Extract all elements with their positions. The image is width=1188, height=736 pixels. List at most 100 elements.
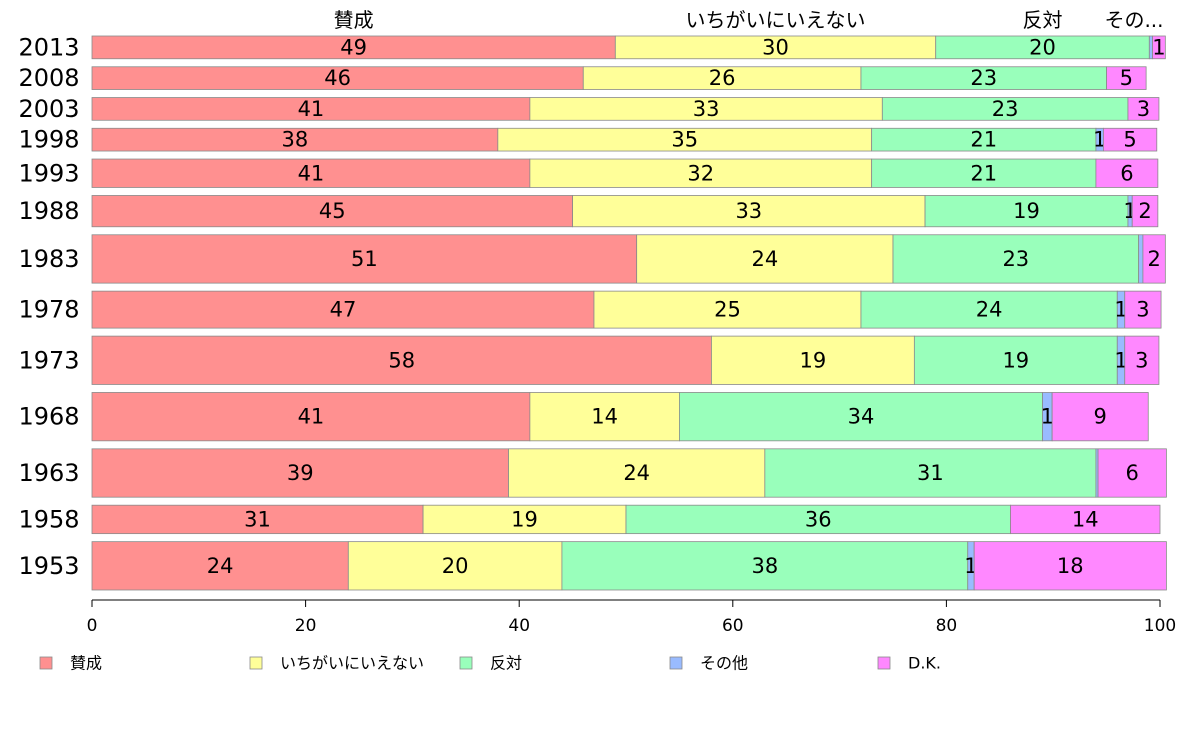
value-label-1973-1: 19 xyxy=(800,348,827,372)
bar-segment-1958-2 xyxy=(625,504,1011,535)
value-label-1953-4: 18 xyxy=(1057,554,1084,578)
value-label-1998-1: 35 xyxy=(671,128,698,152)
year-label-1973: 1973 xyxy=(18,346,79,374)
legend-swatch-0 xyxy=(39,656,53,670)
value-label-1963-1: 24 xyxy=(623,461,650,485)
year-label-1953: 1953 xyxy=(18,552,79,580)
value-label-1983-1: 24 xyxy=(751,247,778,271)
bar-segment-1968-0 xyxy=(91,392,531,442)
bar-segment-1983-1 xyxy=(636,234,894,284)
value-label-1953-2: 38 xyxy=(751,554,778,578)
bar-segment-1988-4 xyxy=(1131,195,1159,228)
value-label-1983-0: 51 xyxy=(351,247,378,271)
bar-segment-1973-0 xyxy=(91,335,712,385)
year-label-1963: 1963 xyxy=(18,459,79,487)
legend-swatch-2 xyxy=(459,656,473,670)
legend-label-3: その他 xyxy=(700,654,748,673)
legend-swatch-4 xyxy=(877,656,891,670)
legend-label-2: 反対 xyxy=(490,654,522,673)
value-label-1958-2: 36 xyxy=(805,507,832,531)
value-label-1968-0: 41 xyxy=(298,405,325,429)
bar-segment-1993-2 xyxy=(871,158,1097,188)
value-label-2008-4: 5 xyxy=(1120,66,1133,90)
value-label-1978-2: 24 xyxy=(976,298,1003,322)
bar-segment-1958-4 xyxy=(1010,504,1161,535)
value-label-2003-0: 41 xyxy=(298,97,325,121)
bar-segment-1973-4 xyxy=(1124,335,1160,385)
value-label-2003-1: 33 xyxy=(693,97,720,121)
value-label-1968-4: 9 xyxy=(1094,405,1107,429)
year-label-1993: 1993 xyxy=(18,159,79,187)
top-label-2: 反対 xyxy=(1023,8,1063,32)
bar-segment-1953-2 xyxy=(561,541,969,591)
value-label-1978-4: 3 xyxy=(1136,298,1149,322)
year-label-2008: 2008 xyxy=(18,64,79,92)
value-label-1973-2: 19 xyxy=(1002,348,1029,372)
value-label-1983-4: 2 xyxy=(1147,247,1160,271)
value-label-2013-1: 30 xyxy=(762,35,789,59)
value-label-1988-2: 19 xyxy=(1013,199,1040,223)
value-label-1958-1: 19 xyxy=(511,507,538,531)
value-label-2013-2: 20 xyxy=(1029,35,1056,59)
legend-swatch-3 xyxy=(669,656,683,670)
x-tick-label-80: 80 xyxy=(936,616,958,636)
legend-label-4: D.K. xyxy=(908,654,941,673)
x-tick-label-40: 40 xyxy=(508,616,530,636)
year-label-1978: 1978 xyxy=(18,296,79,324)
value-label-1958-0: 31 xyxy=(244,507,271,531)
x-tick-label-0: 0 xyxy=(87,616,98,636)
value-label-1978-1: 25 xyxy=(714,298,741,322)
x-tick-label-20: 20 xyxy=(295,616,317,636)
top-label-3: その... xyxy=(1104,8,1163,32)
value-label-1958-4: 14 xyxy=(1072,507,1099,531)
bar-segment-1953-0 xyxy=(91,541,349,591)
value-label-1998-0: 38 xyxy=(282,128,309,152)
value-label-1983-2: 23 xyxy=(1002,247,1029,271)
value-label-2008-0: 46 xyxy=(324,66,351,90)
bar-segment-1988-2 xyxy=(924,195,1129,228)
value-label-2008-1: 26 xyxy=(709,66,736,90)
bar-segment-1983-4 xyxy=(1142,234,1166,284)
top-label-0: 賛成 xyxy=(334,8,374,32)
bar-segment-1963-0 xyxy=(91,448,509,498)
value-label-1993-4: 6 xyxy=(1120,161,1133,185)
bar-segment-1968-1 xyxy=(529,392,680,442)
value-label-1978-0: 47 xyxy=(330,298,357,322)
bar-segment-1993-1 xyxy=(529,158,873,188)
bar-segment-1978-4 xyxy=(1124,290,1162,329)
value-label-1973-0: 58 xyxy=(388,348,415,372)
bar-segment-1983-0 xyxy=(91,234,638,284)
bar-segment-1998-4 xyxy=(1102,127,1158,152)
top-label-1: いちがいにいえない xyxy=(686,8,866,32)
bar-segment-1968-2 xyxy=(679,392,1043,442)
legend-swatch-1 xyxy=(249,656,263,670)
bar-segment-1973-1 xyxy=(711,335,915,385)
bar-segment-1988-0 xyxy=(91,195,574,228)
legend-label-0: 賛成 xyxy=(70,654,102,673)
bar-segment-1963-2 xyxy=(764,448,1097,498)
legend-label-1: いちがいにいえない xyxy=(280,654,424,673)
value-label-1963-2: 31 xyxy=(917,461,944,485)
value-label-1968-3: 1 xyxy=(1041,405,1054,429)
value-label-1993-2: 21 xyxy=(970,161,997,185)
year-label-2013: 2013 xyxy=(18,33,79,61)
bar-segment-1968-4 xyxy=(1051,392,1149,442)
value-label-1963-4: 6 xyxy=(1126,461,1139,485)
value-label-1988-4: 2 xyxy=(1138,199,1151,223)
value-label-1963-0: 39 xyxy=(287,461,314,485)
value-label-1953-0: 24 xyxy=(207,554,234,578)
bar-segment-1978-1 xyxy=(593,290,862,329)
year-label-1958: 1958 xyxy=(18,505,79,533)
bar-segment-1958-0 xyxy=(91,504,424,535)
bar-segment-1963-1 xyxy=(508,448,766,498)
year-label-1983: 1983 xyxy=(18,245,79,273)
value-label-2013-4: 1 xyxy=(1152,35,1165,59)
bar-segment-1953-4 xyxy=(973,541,1167,591)
bar-segment-1963-4 xyxy=(1097,448,1167,498)
value-label-2008-2: 23 xyxy=(970,66,997,90)
value-label-2003-4: 3 xyxy=(1137,97,1150,121)
bar-segment-1983-3 xyxy=(1138,234,1144,284)
value-label-1968-1: 14 xyxy=(591,405,618,429)
value-label-1993-1: 32 xyxy=(687,161,714,185)
